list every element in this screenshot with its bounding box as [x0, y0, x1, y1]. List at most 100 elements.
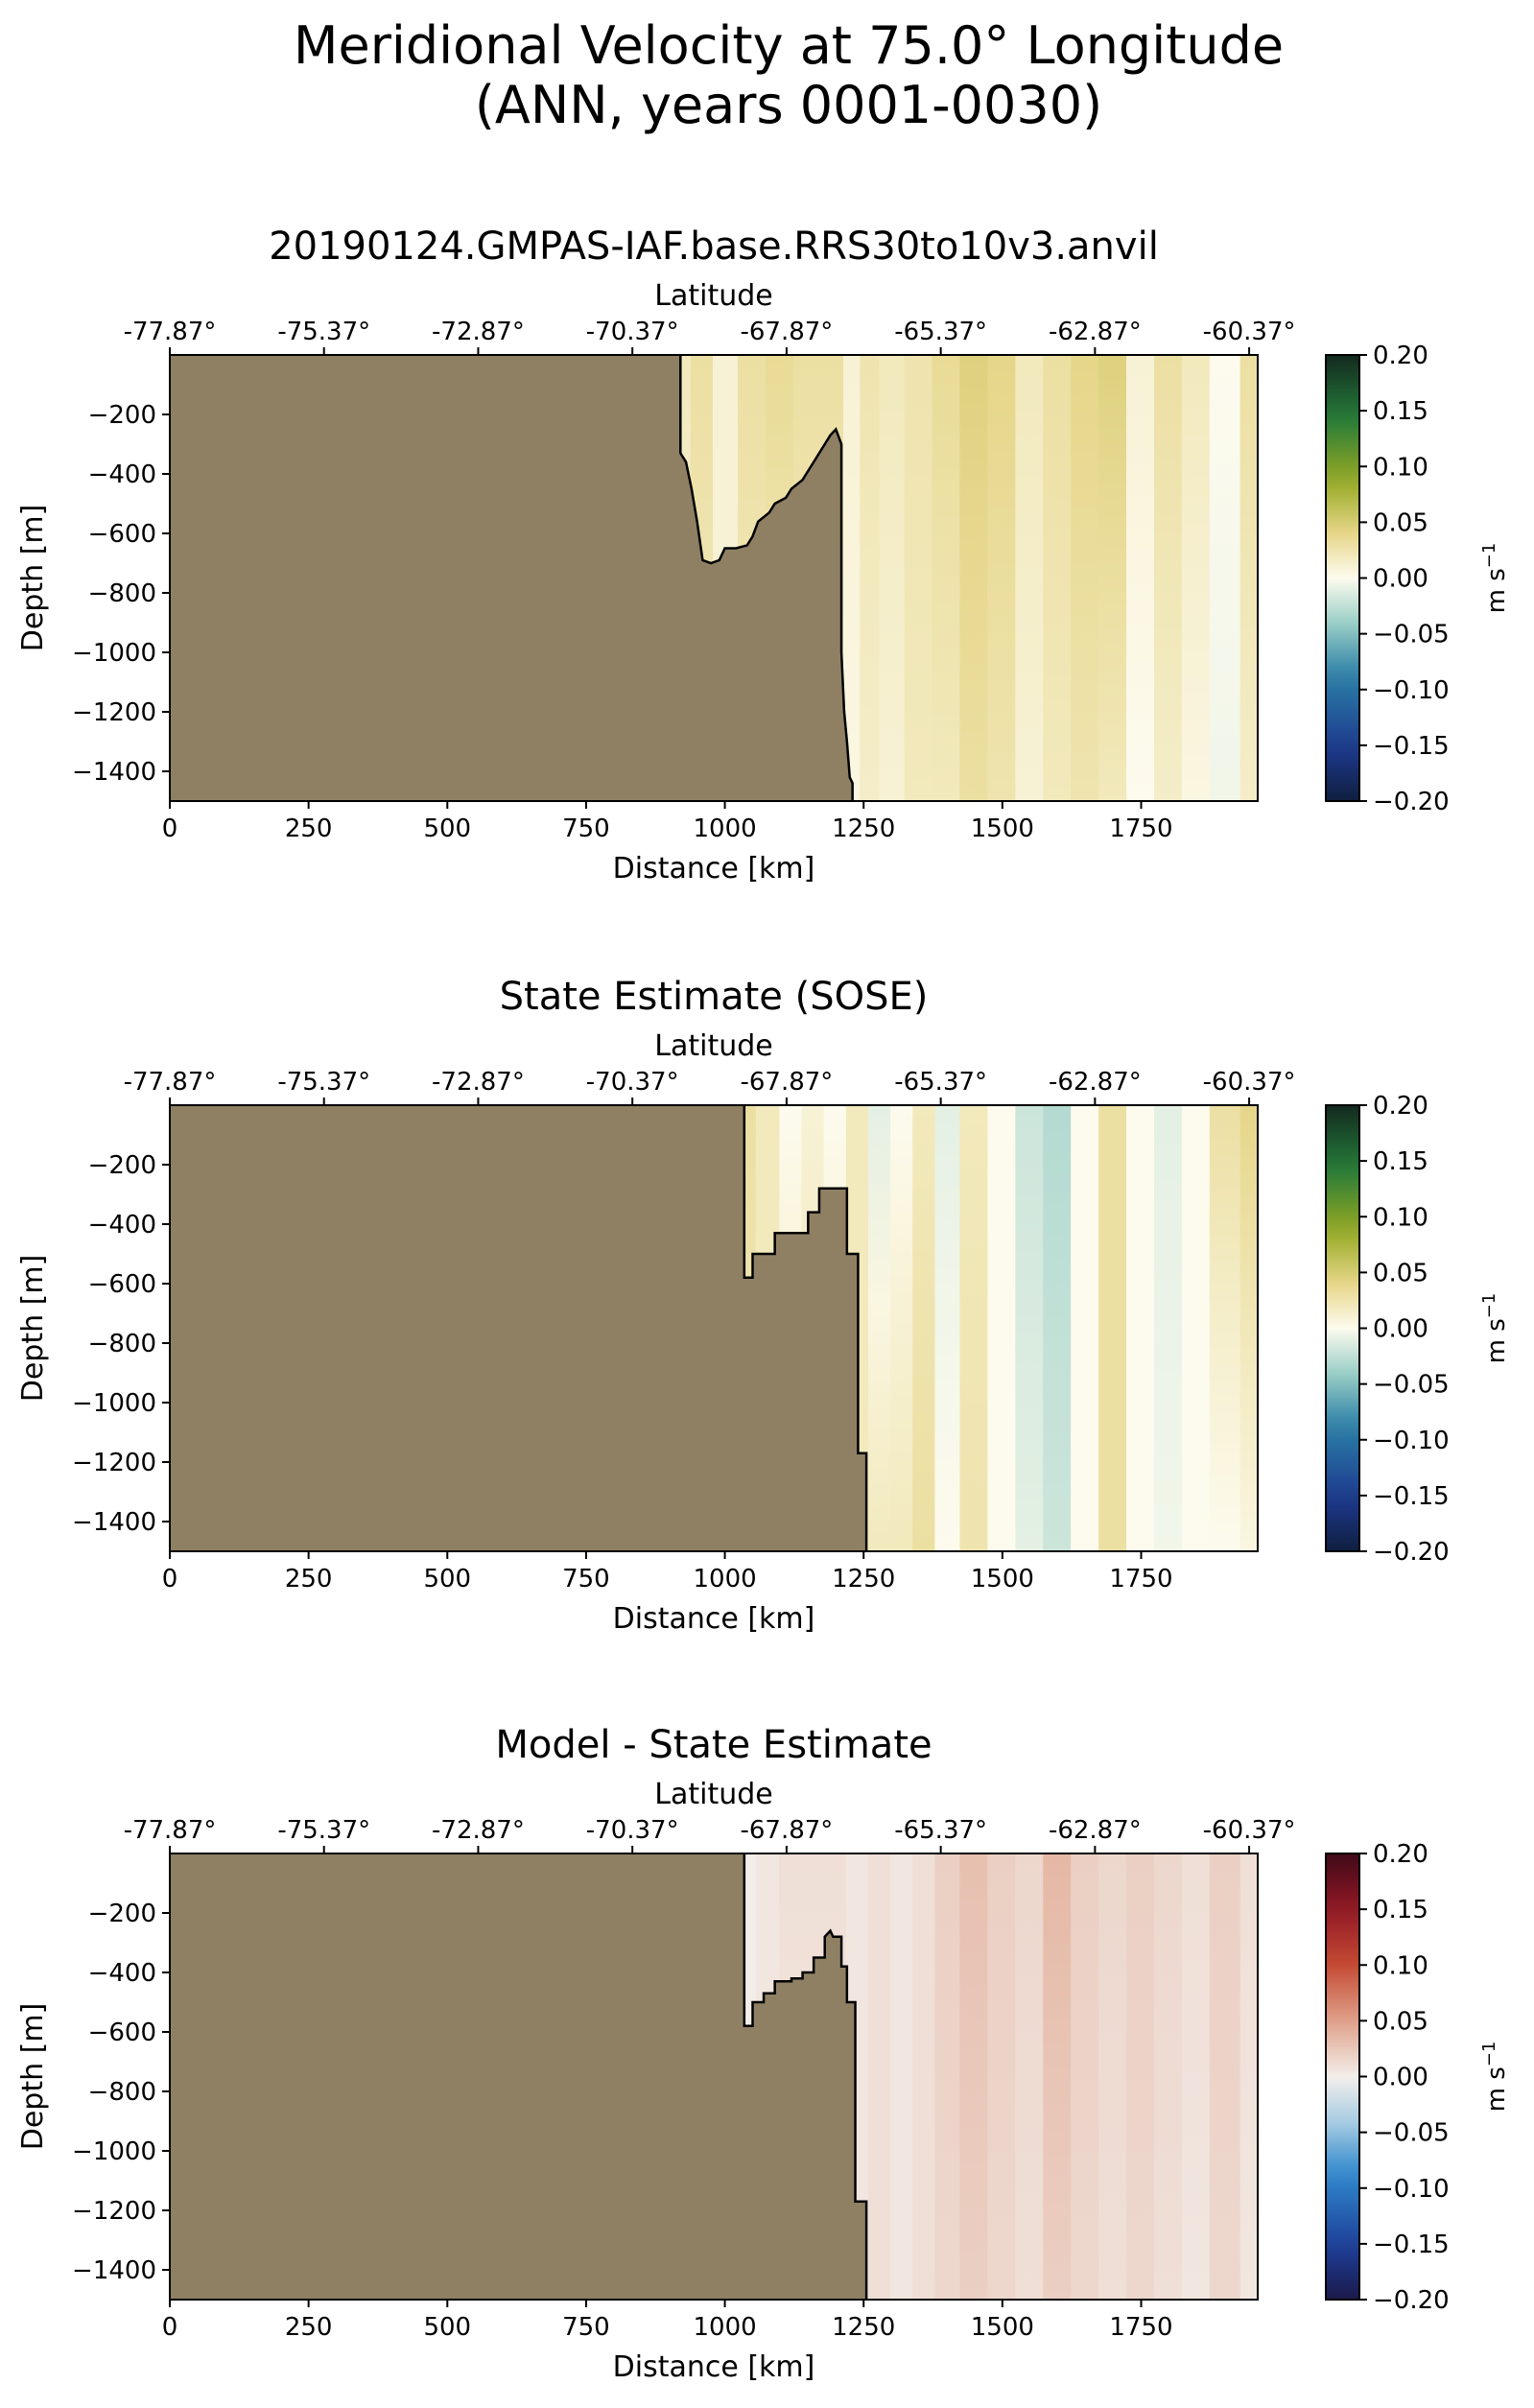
colorbar-tick-label: −0.20	[1373, 788, 1450, 816]
field-strip	[1209, 1105, 1242, 1551]
x-tick-label: 500	[423, 814, 471, 843]
y-tick-label: −1200	[72, 1449, 156, 1477]
y-tick-label: −1000	[72, 639, 156, 668]
field-strip	[1239, 1105, 1258, 1551]
field-strip	[934, 1853, 962, 2300]
bathymetry-line	[743, 1853, 868, 2300]
panel-3: Model - State Estimate Latitude 0 250 500 750…	[16, 1723, 1511, 2384]
field-strip	[1098, 355, 1129, 801]
colorbar-tick-label: −0.20	[1373, 2286, 1450, 2315]
field-strip	[879, 355, 907, 801]
colorbar	[1325, 1104, 1360, 1552]
panel-title: Model - State Estimate	[495, 1723, 932, 1767]
panel-title: 20190124.GMPAS-IAF.base.RRS30to10v3.anvi…	[269, 224, 1159, 269]
latitude-tick-label: -60.37°	[1203, 1816, 1296, 1845]
latitude-tick-label: -65.37°	[894, 1068, 987, 1097]
field-strip	[987, 1105, 1018, 1551]
y-tick-label: −600	[88, 1270, 156, 1299]
y-tick-label: −200	[88, 1151, 156, 1180]
field-strip	[1126, 355, 1156, 801]
y-tick-label: −1000	[72, 1389, 156, 1418]
latitude-tick-label: -70.37°	[586, 318, 679, 346]
field-strip	[868, 1853, 893, 2300]
latitude-tick-label: -70.37°	[586, 1816, 679, 1845]
x-tick-label: 1000	[693, 1565, 756, 1594]
field-strip	[987, 355, 1018, 801]
field-strip	[1153, 1853, 1184, 2300]
plot-area	[170, 355, 1258, 801]
field-strip	[959, 1853, 990, 2300]
y-tick-label: −800	[88, 2078, 156, 2107]
latitude-axis-label: Latitude	[654, 279, 772, 313]
field-strip	[1071, 355, 1101, 801]
latitude-tick-label: -67.87°	[740, 1068, 833, 1097]
colorbar-tick-label: 0.10	[1373, 453, 1428, 482]
y-tick-label: −800	[88, 579, 156, 608]
colorbar-tick-label: 0.10	[1373, 1951, 1428, 1980]
colorbar-tick-label: 0.15	[1373, 1147, 1428, 1176]
x-tick-label: 250	[285, 2313, 333, 2342]
field-strip	[932, 355, 962, 801]
y-tick-label: −1000	[72, 2137, 156, 2166]
x-axis-label: Distance [km]	[613, 2350, 815, 2384]
x-tick-label: 1500	[971, 814, 1034, 843]
latitude-tick-label: -75.37°	[277, 1068, 370, 1097]
x-tick-label: 750	[562, 2313, 610, 2342]
colorbar-tick-label: −0.05	[1373, 1371, 1450, 1400]
field-strip	[868, 1105, 893, 1551]
colorbar-tick-label: 0.00	[1373, 565, 1428, 594]
colorbar-tick-label: 0.00	[1373, 1315, 1428, 1344]
colorbar-tick-label: −0.15	[1373, 732, 1450, 761]
field-strip	[842, 355, 862, 801]
colorbar-tick-label: −0.05	[1373, 2119, 1450, 2148]
y-tick-label: −200	[88, 1900, 156, 1928]
latitude-axis-label: Latitude	[654, 1778, 772, 1811]
plot-frame	[169, 1853, 1259, 2301]
field-strip	[1209, 1853, 1242, 2300]
colorbar-tick-label: −0.05	[1373, 621, 1450, 649]
latitude-tick-label: -60.37°	[1203, 1068, 1296, 1097]
field-strip	[1043, 1853, 1074, 2300]
latitude-tick-label: -65.37°	[894, 1816, 987, 1845]
latitude-tick-label: -75.37°	[277, 1816, 370, 1845]
field-strip	[1015, 1105, 1046, 1551]
colorbar-tick-label: 0.10	[1373, 1203, 1428, 1232]
x-tick-label: 1750	[1109, 1565, 1172, 1594]
field-strip	[904, 355, 934, 801]
colorbar-label: m s−1	[1479, 543, 1511, 614]
field-strip	[1181, 1853, 1212, 2300]
colorbar-tick-label: −0.20	[1373, 1538, 1450, 1567]
colorbar-tick-label: 0.15	[1373, 397, 1428, 426]
field-strip	[1153, 1105, 1184, 1551]
latitude-axis-label: Latitude	[654, 1029, 772, 1063]
x-tick-label: 0	[162, 2313, 178, 2342]
y-tick-label: −400	[88, 460, 156, 489]
colorbar	[1325, 354, 1360, 802]
land-mass	[170, 355, 853, 801]
field-strip	[959, 1105, 990, 1551]
land-mass	[170, 1105, 867, 1551]
field-strip	[1071, 1853, 1101, 2300]
y-axis-label: Depth [m]	[16, 1255, 50, 1403]
x-tick-label: 1750	[1109, 814, 1172, 843]
latitude-tick-label: -75.37°	[277, 318, 370, 346]
y-tick-label: −400	[88, 1959, 156, 1988]
field-strip	[912, 1853, 937, 2300]
plot-frame	[169, 354, 1259, 802]
colorbar-tick-label: 0.15	[1373, 1896, 1428, 1924]
field-strip	[1209, 355, 1242, 801]
y-tick-label: −600	[88, 520, 156, 549]
field-strip	[1153, 355, 1184, 801]
field-strip	[987, 1853, 1018, 2300]
x-tick-label: 0	[162, 1565, 178, 1594]
field-strip	[1239, 355, 1258, 801]
latitude-tick-label: -70.37°	[586, 1068, 679, 1097]
latitude-tick-label: -77.87°	[124, 1068, 217, 1097]
colorbar-tick-label: 0.00	[1373, 2064, 1428, 2092]
y-tick-label: −1200	[72, 2197, 156, 2226]
field-strip	[1181, 1105, 1212, 1551]
field-strip	[1181, 355, 1212, 801]
colorbar-tick-label: −0.10	[1373, 2175, 1450, 2204]
colorbar-label-exponent: −1	[1479, 1293, 1499, 1319]
